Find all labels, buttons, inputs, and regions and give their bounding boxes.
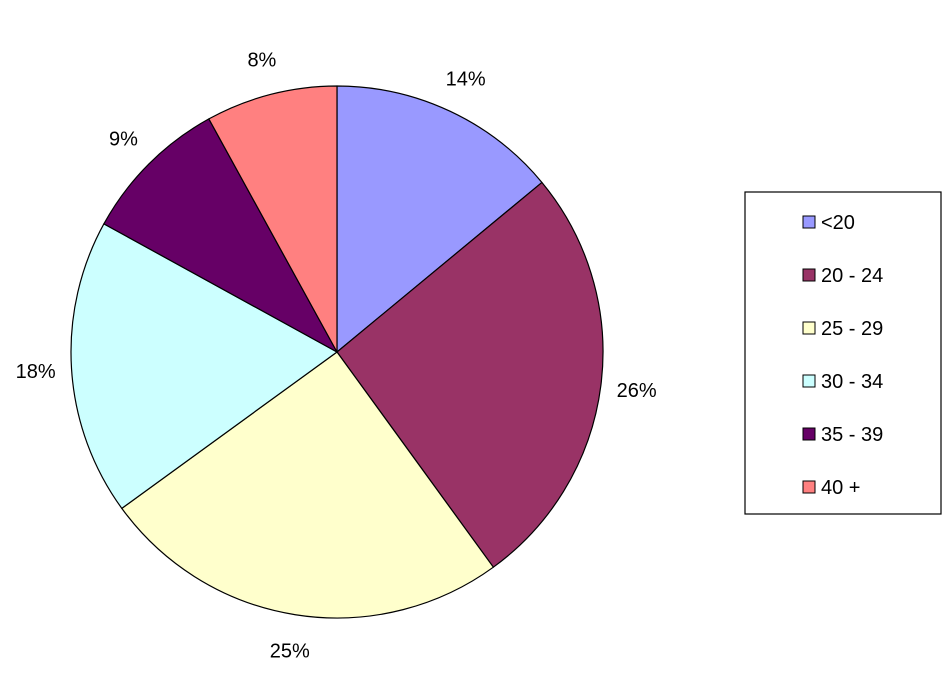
legend-swatch (802, 215, 816, 229)
pie-percent-label: 14% (446, 69, 486, 91)
pie-percent-label: 25% (270, 640, 310, 662)
pie-slice (121, 351, 494, 619)
legend-label: 25 - 29 (821, 318, 883, 340)
pie-slice (103, 118, 338, 353)
pie-slice (336, 181, 604, 568)
legend-swatch (802, 321, 816, 335)
pie-percent-labels: 14% 26% 25% 18% 9% 8% (16, 50, 657, 663)
pie-slice (336, 85, 543, 353)
legend: <20 20 - 24 25 - 29 30 - 34 35 - 39 40 + (744, 191, 942, 515)
pie-slices (70, 85, 604, 619)
pie-slice (70, 223, 338, 509)
pie-percent-label: 18% (16, 361, 56, 383)
pie-percent-label: 26% (617, 380, 657, 402)
pie-percent-label: 9% (109, 129, 138, 151)
legend-label: 35 - 39 (821, 424, 883, 446)
legend-swatch (802, 268, 816, 282)
legend-label: <20 (821, 212, 855, 234)
legend-box (744, 191, 942, 515)
legend-swatch (802, 374, 816, 388)
pie-percent-label: 8% (247, 50, 276, 72)
legend-swatch (802, 427, 816, 441)
legend-items: <20 20 - 24 25 - 29 30 - 34 35 - 39 40 + (802, 212, 883, 499)
legend-label: 30 - 34 (821, 371, 883, 393)
pie-slice (208, 85, 338, 353)
legend-label: 40 + (821, 477, 860, 499)
legend-label: 20 - 24 (821, 265, 883, 287)
legend-swatch (802, 480, 816, 494)
